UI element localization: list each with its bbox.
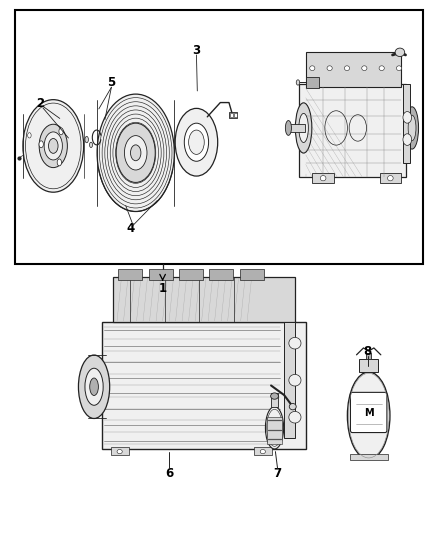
Ellipse shape <box>299 114 308 142</box>
Ellipse shape <box>189 130 204 155</box>
Ellipse shape <box>39 124 67 167</box>
Text: 7: 7 <box>273 467 282 480</box>
Ellipse shape <box>117 449 122 454</box>
Ellipse shape <box>59 128 63 135</box>
Ellipse shape <box>85 136 88 143</box>
FancyBboxPatch shape <box>306 52 401 87</box>
Ellipse shape <box>124 135 147 170</box>
Ellipse shape <box>344 66 350 70</box>
Bar <box>234 113 237 117</box>
Ellipse shape <box>362 66 367 70</box>
Ellipse shape <box>295 103 312 153</box>
Ellipse shape <box>97 94 174 212</box>
Bar <box>306 77 319 88</box>
Bar <box>379 173 401 183</box>
Ellipse shape <box>379 66 384 70</box>
FancyBboxPatch shape <box>113 277 295 322</box>
Text: 3: 3 <box>192 44 201 57</box>
Ellipse shape <box>310 66 315 70</box>
FancyBboxPatch shape <box>102 322 306 449</box>
Ellipse shape <box>85 368 103 405</box>
Ellipse shape <box>184 123 208 161</box>
Ellipse shape <box>49 139 58 154</box>
Ellipse shape <box>57 159 61 166</box>
Bar <box>15 10 423 264</box>
Text: 5: 5 <box>107 76 116 89</box>
Ellipse shape <box>39 141 43 148</box>
Ellipse shape <box>23 100 84 192</box>
Ellipse shape <box>271 393 279 399</box>
Bar <box>267 417 282 443</box>
Ellipse shape <box>286 120 291 135</box>
Bar <box>403 84 410 164</box>
Bar <box>229 111 237 118</box>
Ellipse shape <box>388 175 393 181</box>
Ellipse shape <box>289 411 301 423</box>
FancyBboxPatch shape <box>299 84 406 176</box>
Bar <box>284 322 295 438</box>
Ellipse shape <box>347 372 390 459</box>
Ellipse shape <box>44 132 62 160</box>
Bar <box>209 269 233 280</box>
Ellipse shape <box>320 175 326 181</box>
Text: 8: 8 <box>364 345 372 358</box>
Bar <box>288 124 305 132</box>
Ellipse shape <box>403 111 412 123</box>
Bar <box>359 359 378 372</box>
Ellipse shape <box>327 66 332 70</box>
Ellipse shape <box>175 108 218 176</box>
Ellipse shape <box>406 107 419 149</box>
Bar <box>240 269 264 280</box>
Text: M: M <box>364 408 374 418</box>
Bar <box>271 393 279 407</box>
Ellipse shape <box>90 378 99 395</box>
Ellipse shape <box>395 48 405 56</box>
Ellipse shape <box>28 133 31 138</box>
Ellipse shape <box>265 407 284 449</box>
Bar <box>110 447 129 455</box>
Bar <box>230 113 233 117</box>
Text: 4: 4 <box>126 222 134 235</box>
Bar <box>312 173 334 183</box>
Ellipse shape <box>296 80 300 85</box>
Ellipse shape <box>289 337 301 349</box>
Ellipse shape <box>78 355 110 418</box>
Bar <box>179 269 203 280</box>
Ellipse shape <box>403 134 412 146</box>
Ellipse shape <box>260 449 265 454</box>
Ellipse shape <box>89 142 92 148</box>
Bar <box>149 269 173 280</box>
Ellipse shape <box>408 115 416 141</box>
Ellipse shape <box>116 123 155 182</box>
Text: 2: 2 <box>36 97 44 110</box>
Text: 1: 1 <box>159 282 167 295</box>
Bar <box>366 353 371 359</box>
FancyBboxPatch shape <box>350 392 387 433</box>
Bar <box>350 454 388 459</box>
Ellipse shape <box>131 145 141 161</box>
Bar <box>254 447 272 455</box>
Ellipse shape <box>289 403 296 410</box>
Text: 6: 6 <box>165 467 173 480</box>
Bar <box>118 269 142 280</box>
Ellipse shape <box>289 374 301 386</box>
Ellipse shape <box>396 66 402 70</box>
